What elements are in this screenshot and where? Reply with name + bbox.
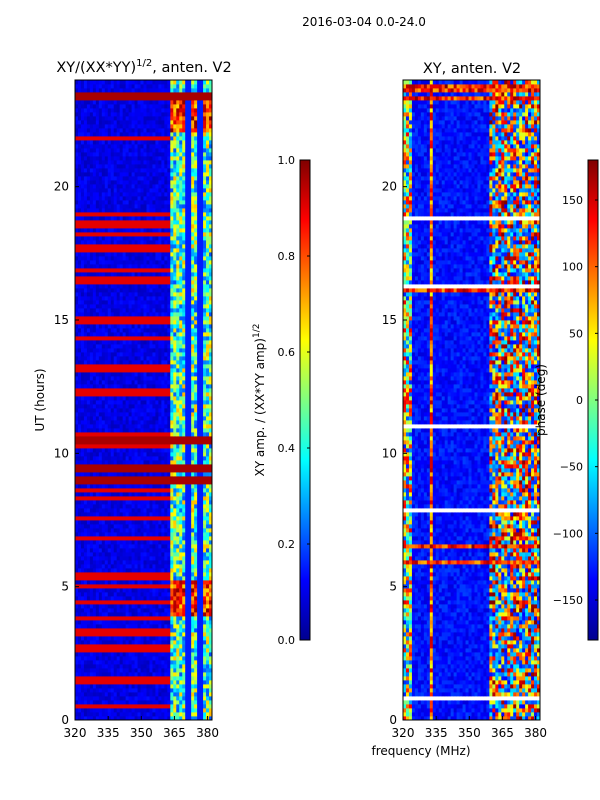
phase-plot-frame (402, 79, 541, 721)
amplitude-axes: 320 335 350 365 380 0 5 10 15 20 (54, 180, 219, 740)
x-tick-label: 335 (425, 726, 448, 740)
amplitude-y-axis-label: UT (hours) (33, 368, 47, 431)
x-tick-label: 335 (97, 726, 120, 740)
x-tick-label: 380 (196, 726, 219, 740)
colorbar-tick-label: 0.2 (278, 538, 296, 551)
amplitude-panel-title: XY/(XX*YY)1/2, anten. V2 (56, 58, 231, 76)
colorbar-tick-label: −50 (560, 461, 583, 474)
y-tick-label: 15 (54, 313, 69, 327)
phase-panel-title: XY, anten. V2 (423, 61, 521, 77)
figure-title: 2016-03-04 0.0-24.0 (302, 15, 426, 29)
y-tick-label: 10 (382, 446, 397, 460)
y-tick-label: 5 (61, 580, 69, 594)
phase-panel: XY, anten. V2 320 335 350 365 380 0 5 10 15 20 fr… (371, 61, 547, 758)
y-tick-label: 0 (61, 713, 69, 727)
x-tick-label: 365 (163, 726, 186, 740)
x-tick-label: 320 (64, 726, 87, 740)
amplitude-colorbar-label: XY amp. / (XX*YY amp)1/2 (252, 324, 267, 477)
y-tick-label: 15 (382, 313, 397, 327)
colorbar-tick-label: −150 (553, 594, 583, 607)
x-axis-label: frequency (MHz) (371, 744, 470, 758)
phase-colorbar: −150 −100 −50 0 50 100 150 phase (deg) (534, 159, 599, 641)
amplitude-heatmap (75, 80, 213, 721)
x-tick-label: 350 (130, 726, 153, 740)
x-tick-label: 350 (458, 726, 481, 740)
colorbar-tick-label: 0.6 (278, 346, 296, 359)
colorbar-tick-label: 150 (562, 194, 583, 207)
x-tick-label: 380 (524, 726, 547, 740)
y-tick-label: 10 (54, 446, 69, 460)
colorbar-tick-label: 0.0 (278, 634, 296, 647)
y-tick-label: 0 (389, 713, 397, 727)
colorbar-tick-label: 50 (569, 327, 583, 340)
amplitude-plot-frame (74, 79, 213, 721)
y-tick-label: 20 (382, 180, 397, 194)
colorbar-tick-label: 0.8 (278, 250, 296, 263)
colorbar-tick-label: −100 (553, 527, 583, 540)
amplitude-panel: XY/(XX*YY)1/2, anten. V2 320 335 350 365 380… (33, 58, 232, 740)
colorbar-tick-label: 0.4 (278, 442, 296, 455)
phase-axes: 320 335 350 365 380 0 5 10 15 20 (382, 180, 547, 740)
y-tick-label: 20 (54, 180, 69, 194)
amplitude-colorbar-ticks: 0.0 0.2 0.4 0.6 0.8 1.0 (278, 154, 310, 647)
x-tick-label: 320 (392, 726, 415, 740)
amplitude-colorbar-gradient (299, 159, 311, 641)
y-tick-label: 5 (389, 580, 397, 594)
phase-colorbar-label: phase (deg) (534, 364, 548, 436)
phase-colorbar-ticks: −150 −100 −50 0 50 100 150 (553, 194, 598, 607)
colorbar-tick-label: 1.0 (278, 154, 296, 167)
colorbar-tick-label: 100 (562, 261, 583, 274)
x-tick-label: 365 (491, 726, 514, 740)
amplitude-colorbar: 0.0 0.2 0.4 0.6 0.8 1.0 XY amp. / (XX*YY amp)… (252, 154, 311, 647)
colorbar-tick-label: 0 (576, 394, 583, 407)
phase-heatmap (403, 80, 541, 721)
